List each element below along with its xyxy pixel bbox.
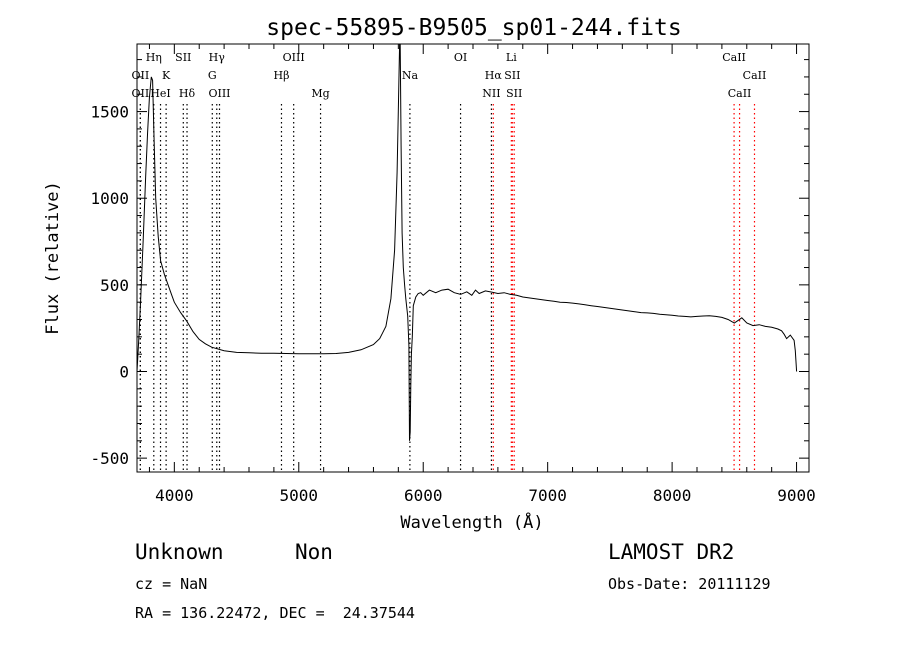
line-marker-labels: OII OII Hη HeI K SII Hδ Hγ G OIII OIII Hβ Mg Na OI Hα NI… — [132, 51, 767, 100]
line-marker-label: OIII — [208, 87, 230, 100]
spectrum-line — [136, 43, 798, 441]
x-tick-label: 6000 — [404, 486, 443, 505]
line-marker-label: SII — [504, 69, 520, 82]
y-axis-label: Flux (relative) — [43, 181, 63, 335]
y-tick-label: 0 — [119, 362, 129, 381]
x-tick-label: 4000 — [155, 486, 194, 505]
line-marker-label: Hα — [485, 69, 503, 82]
survey-name: LAMOST DR2 — [608, 540, 735, 564]
line-marker-label: Hδ — [179, 87, 196, 100]
object-class: Unknown — [135, 540, 224, 564]
y-tick-label: 500 — [100, 276, 129, 295]
line-marker-label: Mg — [311, 87, 329, 100]
y-axis: -500 0 500 1000 1500 — [90, 59, 809, 468]
redshift: cz = NaN — [135, 575, 208, 593]
x-axis: 4000 5000 6000 7000 8000 9000 — [148, 44, 816, 505]
line-marker-label: CaII — [743, 69, 767, 82]
line-marker-label: NII — [482, 87, 500, 100]
line-marker-label: HeI — [150, 87, 170, 100]
y-tick-label: -500 — [90, 449, 129, 468]
y-tick-label: 1500 — [90, 103, 129, 122]
chart-title: spec-55895-B9505_sp01-244.fits — [266, 15, 681, 41]
line-marker-label: Hβ — [274, 69, 290, 82]
line-marker-label: OIII — [283, 51, 305, 64]
plot-frame — [136, 43, 810, 473]
x-tick-label: 5000 — [280, 486, 319, 505]
line-marker-label: SII — [175, 51, 191, 64]
line-marker-label: K — [162, 69, 171, 82]
y-tick-label: 1000 — [90, 189, 129, 208]
x-tick-label: 7000 — [528, 486, 567, 505]
x-axis-label: Wavelength (Å) — [400, 511, 543, 533]
line-marker-label: CaII — [722, 51, 746, 64]
line-marker-label: CaII — [728, 87, 752, 100]
x-tick-label: 8000 — [653, 486, 692, 505]
obs-date: Obs-Date: 20111129 — [608, 575, 771, 593]
line-marker-label: OI — [454, 51, 467, 64]
line-marker-label: OII — [132, 69, 150, 82]
coordinates: RA = 136.22472, DEC = 24.37544 — [135, 604, 415, 622]
line-marker-label: Na — [402, 69, 419, 82]
x-tick-label: 9000 — [777, 486, 816, 505]
line-marker-label: Li — [506, 51, 517, 64]
line-markers — [139, 104, 756, 472]
line-marker-label: OII — [132, 87, 150, 100]
line-marker-label: Hη — [146, 51, 162, 64]
line-marker-label: SII — [506, 87, 522, 100]
line-marker-label: Hγ — [209, 51, 226, 64]
line-marker-label: G — [208, 69, 217, 82]
object-subclass: Non — [295, 540, 333, 564]
